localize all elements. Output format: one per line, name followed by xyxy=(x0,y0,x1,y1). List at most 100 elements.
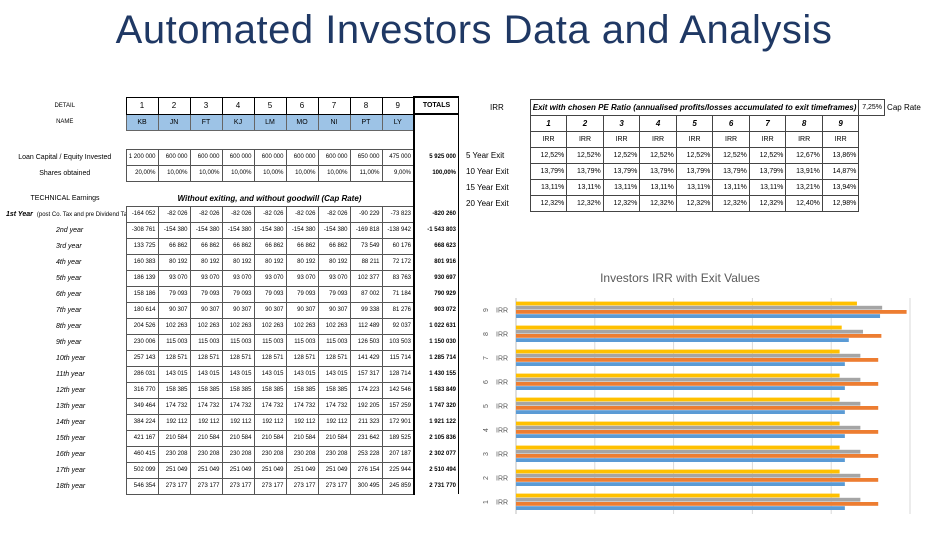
loan-label: Loan Capital / Equity Invested xyxy=(18,153,112,161)
earnings-value: 90 307 xyxy=(285,301,319,319)
earnings-row: 10th year 257 143 128 571 128 571 128 571 128… xyxy=(4,349,459,367)
earnings-value: 192 205 xyxy=(349,397,383,415)
earnings-value: 83 763 xyxy=(381,269,415,287)
year-label: 4th year xyxy=(56,258,82,266)
first-year-note: (post Co. Tax and pre Dividend Tax) xyxy=(36,211,126,218)
irr-index: 7 xyxy=(748,115,787,132)
bar xyxy=(516,397,840,402)
page-title: Automated Investors Data and Analysis xyxy=(115,8,833,52)
shares-value: 10,00% xyxy=(285,164,319,182)
category-index-label: 9 xyxy=(483,308,490,312)
investor-index: 3 xyxy=(189,96,223,115)
spacer-cell xyxy=(286,130,318,140)
earnings-value: 192 112 xyxy=(317,413,351,431)
earnings-value: 66 862 xyxy=(285,237,319,255)
earnings-total: 1 583 849 xyxy=(413,382,459,398)
totals-cell xyxy=(413,181,459,191)
irr-col-label: IRR xyxy=(785,131,823,148)
irr-value: 13,79% xyxy=(675,163,714,180)
year-label: 17th year xyxy=(56,466,86,474)
bar xyxy=(516,493,840,498)
irr-value: 13,11% xyxy=(675,179,714,196)
exit-label: 20 Year Exit xyxy=(466,199,509,208)
earnings-value: -154 380 xyxy=(157,221,191,239)
spacer-cell xyxy=(126,181,158,191)
investor-index: 1 xyxy=(125,96,159,115)
year-label: 5th year xyxy=(56,274,82,282)
bar xyxy=(516,502,879,506)
name-row: NAME KB JN FT KJ LM MO NI PT LY xyxy=(4,113,459,131)
irr-value: 12,32% xyxy=(712,195,750,212)
irr-index: 4 xyxy=(639,115,677,132)
earnings-value: 80 192 xyxy=(189,253,223,271)
year-label: 15th year xyxy=(56,434,86,442)
spacer-cell xyxy=(318,181,350,191)
earnings-value: 174 732 xyxy=(317,397,351,415)
year-label: 16th year xyxy=(56,450,86,458)
bar xyxy=(516,362,845,366)
earnings-value: -73 823 xyxy=(381,205,415,223)
investor-index: 5 xyxy=(253,96,287,115)
bar xyxy=(516,482,845,486)
totals-cell xyxy=(413,130,459,140)
earnings-value: 245 859 xyxy=(381,477,415,495)
earnings-value: 251 049 xyxy=(189,461,223,479)
irr-index: 5 xyxy=(675,115,714,132)
shares-row: Shares obtained 20,00% 10,00% 10,00% 10,00% 1… xyxy=(4,164,459,182)
earnings-value: 80 192 xyxy=(221,253,255,271)
earnings-value: 80 192 xyxy=(285,253,319,271)
bar xyxy=(516,454,879,458)
earnings-value: -308 761 xyxy=(125,221,159,239)
earnings-value: 80 192 xyxy=(317,253,351,271)
investor-name: MO xyxy=(285,113,319,131)
bar xyxy=(516,349,840,354)
earnings-value: 128 571 xyxy=(157,349,191,367)
shares-value: 10,00% xyxy=(221,164,255,182)
investor-index: 7 xyxy=(317,96,351,115)
irr-value: 12,32% xyxy=(529,195,568,212)
earnings-value: 133 725 xyxy=(125,237,159,255)
earnings-value: -154 380 xyxy=(189,221,223,239)
name-label: NAME xyxy=(56,119,74,125)
spacer-row xyxy=(4,130,459,140)
bar xyxy=(516,421,840,426)
irr-value: 12,98% xyxy=(821,195,860,212)
earnings-value: 79 093 xyxy=(317,285,351,303)
earnings-value: 158 385 xyxy=(221,381,255,399)
irr-value: 12,32% xyxy=(566,195,604,212)
earnings-row: 18th year 546 354 273 177 273 177 273 177 273… xyxy=(4,477,459,495)
irr-value: 13,11% xyxy=(566,179,604,196)
earnings-value: 174 732 xyxy=(157,397,191,415)
earnings-value: 79 093 xyxy=(253,285,287,303)
investor-name: JN xyxy=(157,113,191,131)
spacer-cell xyxy=(350,130,382,140)
category-irr-label: IRR xyxy=(496,404,508,411)
earnings-total: 1 285 714 xyxy=(413,350,459,366)
earnings-value: 102 263 xyxy=(221,317,255,335)
earnings-row: 4th year 160 383 80 192 80 192 80 192 80 192 8… xyxy=(4,253,459,271)
earnings-value: 66 862 xyxy=(221,237,255,255)
earnings-value: 143 015 xyxy=(253,365,287,383)
earnings-value: 115 003 xyxy=(317,333,351,351)
earnings-value: -154 380 xyxy=(285,221,319,239)
loan-value: 600 000 xyxy=(189,148,223,166)
earnings-value: 158 186 xyxy=(125,285,159,303)
earnings-value: 81 276 xyxy=(381,301,415,319)
shares-label: Shares obtained xyxy=(39,169,91,177)
spacer-cell xyxy=(350,140,382,150)
irr-value: 13,79% xyxy=(712,163,750,180)
earnings-value: 102 263 xyxy=(157,317,191,335)
earnings-value: 66 862 xyxy=(157,237,191,255)
loan-total: 5 925 000 xyxy=(413,149,459,165)
irr-value: 13,11% xyxy=(712,179,750,196)
bar xyxy=(516,305,883,310)
exit-label: 10 Year Exit xyxy=(466,167,509,176)
investor-index: 2 xyxy=(157,96,191,115)
category-index-label: 6 xyxy=(483,380,490,384)
irr-index: 2 xyxy=(566,115,604,132)
bar xyxy=(516,445,840,450)
earnings-value: 207 187 xyxy=(381,445,415,463)
earnings-value: 158 385 xyxy=(157,381,191,399)
category-index-label: 4 xyxy=(483,428,490,432)
loan-value: 475 000 xyxy=(381,148,415,166)
